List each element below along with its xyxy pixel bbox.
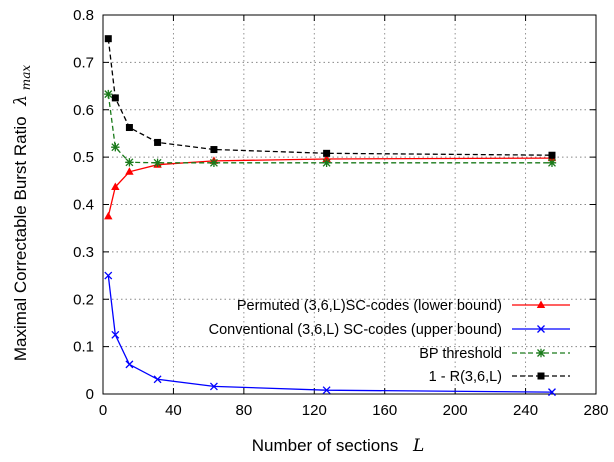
legend-marker	[537, 325, 545, 333]
data-point	[323, 149, 331, 157]
series-line	[107, 94, 552, 164]
data-point	[125, 158, 134, 167]
y-axis-label-text: Maximal Correctable Burst Ratio	[11, 116, 30, 361]
x-tick-label: 200	[443, 402, 468, 419]
data-point	[322, 386, 331, 395]
data-point	[104, 89, 113, 99]
y-tick-label: 0.2	[73, 291, 94, 308]
y-tick-label: 0.5	[73, 149, 94, 166]
data-point	[104, 211, 113, 220]
data-point	[548, 388, 556, 397]
data-point	[153, 158, 162, 168]
legend-label: 1 - R(3,6,L)	[429, 369, 502, 385]
data-point	[125, 124, 133, 132]
x-tick-label: 40	[165, 402, 182, 419]
y-axis-label-subscript: max	[19, 65, 33, 91]
legend-label: Permuted (3,6,L)SC-codes (lower bound)	[237, 298, 502, 314]
x-tick-label: 0	[99, 402, 107, 419]
y-axis-label-symbol: λ	[11, 95, 31, 107]
series-2	[104, 89, 557, 168]
y-tick-label: 0.6	[73, 102, 94, 119]
grid	[103, 15, 596, 394]
series-1	[104, 271, 556, 397]
data-point	[548, 151, 556, 159]
x-axis-label-symbol: L	[412, 436, 424, 456]
x-tick-label: 120	[302, 402, 327, 419]
data-point	[154, 138, 162, 146]
legend-entry: Permuted (3,6,L)SC-codes (lower bound)	[237, 298, 570, 314]
data-point	[125, 167, 134, 175]
data-point	[125, 360, 134, 369]
legend: Permuted (3,6,L)SC-codes (lower bound) Co…	[209, 298, 570, 385]
data-point	[153, 375, 162, 384]
y-tick-label: 0	[86, 386, 94, 403]
x-axis-label-text: Number of sections	[252, 436, 398, 455]
legend-label: BP threshold	[419, 346, 502, 362]
y-tick-label: 0.1	[73, 339, 94, 356]
y-axis-ticks: 0 0.1 0.2 0.3 0.4 0.5 0.6 0.7 0.8	[73, 7, 596, 403]
series-line	[107, 157, 553, 217]
y-tick-label: 0.8	[73, 7, 94, 24]
data-point	[322, 158, 331, 168]
x-tick-label: 240	[513, 402, 538, 419]
x-tick-label: 80	[236, 402, 253, 419]
x-tick-label: 160	[372, 402, 397, 419]
y-tick-label: 0.4	[73, 197, 94, 214]
series-line	[107, 38, 553, 156]
legend-marker	[537, 372, 545, 380]
y-tick-label: 0.3	[73, 244, 94, 261]
data-point	[209, 382, 218, 391]
data-point	[104, 35, 112, 43]
legend-entry: Conventional (3,6,L) SC-codes (upper bou…	[209, 322, 570, 338]
data-point	[104, 271, 113, 280]
data-point	[111, 182, 120, 190]
y-tick-label: 0.7	[73, 54, 94, 71]
data-point	[210, 146, 218, 154]
data-point	[547, 158, 557, 168]
x-axis-ticks: 0 40 80 120 160 200 240 280	[99, 15, 609, 419]
y-axis-label: Maximal Correctable Burst Ratio λ max	[11, 65, 33, 361]
data-point	[111, 330, 120, 339]
data-point	[111, 142, 120, 152]
legend-marker	[536, 300, 546, 308]
legend-entry: BP threshold	[419, 346, 570, 362]
series-3	[104, 35, 556, 159]
data-point	[111, 94, 119, 102]
x-axis-label: Number of sections L	[252, 436, 424, 456]
legend-marker	[536, 348, 546, 358]
legend-label: Conventional (3,6,L) SC-codes (upper bou…	[209, 322, 502, 338]
legend-entry: 1 - R(3,6,L)	[429, 369, 570, 385]
x-tick-label: 280	[583, 402, 608, 419]
series-layer	[104, 35, 557, 397]
data-point	[209, 158, 219, 168]
